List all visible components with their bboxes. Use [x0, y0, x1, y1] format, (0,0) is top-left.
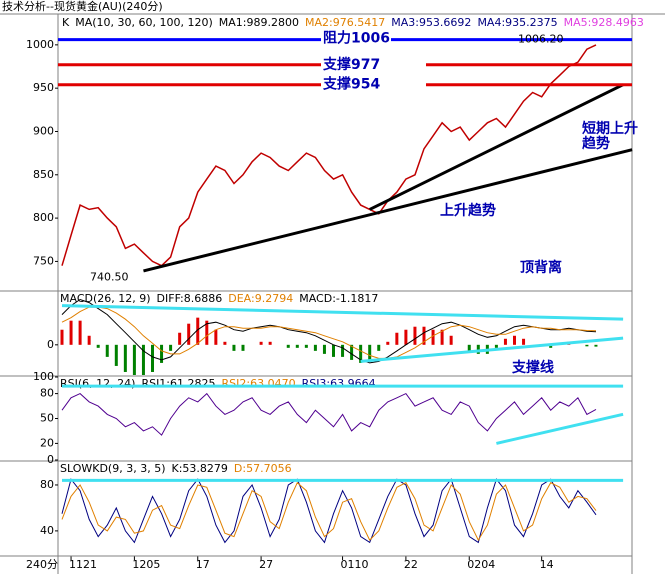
- panel-header: RSI(6, 12, 24): [60, 377, 135, 390]
- low-label: 740.50: [90, 271, 129, 284]
- trend-line: [496, 412, 624, 445]
- high-label: 1006.20: [518, 32, 564, 45]
- panel-header: K: [62, 16, 70, 29]
- window-title: 技术分析--现货黄金(AU)(240分): [2, 0, 163, 13]
- annotation: 短期上升: [582, 120, 638, 137]
- panel-header: MA2:976.5417: [305, 16, 385, 29]
- trend-line: [61, 304, 624, 321]
- panel-header: MA4:935.2375: [477, 16, 557, 29]
- panel-header: MACD(26, 12, 9): [60, 292, 151, 305]
- y-tick-label: 80: [40, 387, 54, 400]
- y-tick-label: 20: [40, 436, 54, 449]
- level-label: 支撑977: [322, 56, 380, 73]
- y-tick-label: 100: [33, 370, 54, 383]
- x-tick-label: 27: [259, 558, 273, 571]
- level-label: 支撑954: [322, 76, 380, 93]
- label-bg: [321, 31, 391, 48]
- y-tick-label: 800: [33, 211, 54, 224]
- panel-header: MA5:928.4963: [564, 16, 644, 29]
- panel-header: RSI1:61.2825: [141, 377, 215, 390]
- panel-header: DIFF:8.6886: [157, 292, 223, 305]
- annotation: 支撑线: [511, 359, 554, 376]
- y-tick-label: 40: [40, 524, 54, 537]
- trend-line: [143, 148, 633, 273]
- panel-header: MA(10, 30, 60, 100, 120): [75, 16, 213, 29]
- y-tick-label: 50: [40, 412, 54, 425]
- panel-header: D:57.7056: [234, 462, 292, 475]
- y-tick-label: 1000: [26, 38, 54, 51]
- y-tick-label: 80: [40, 478, 54, 491]
- panel-header: MACD:-1.1817: [299, 292, 378, 305]
- y-tick-label: 950: [33, 81, 54, 94]
- label-bg: [321, 56, 426, 73]
- x-tick-label: 22: [404, 558, 418, 571]
- x-tick-label: 0110: [341, 558, 369, 571]
- panel-header: K:53.8279: [172, 462, 228, 475]
- x-tick-label: 17: [196, 558, 210, 571]
- x-tick-label: 1205: [132, 558, 160, 571]
- panel-header: DEA:9.2794: [228, 292, 293, 305]
- panel-header: MA3:953.6692: [391, 16, 471, 29]
- y-tick-label: 850: [33, 168, 54, 181]
- x-tick-label: 1121: [69, 558, 97, 571]
- annotation: 顶背离: [520, 259, 562, 276]
- y-tick-label: 0: [47, 338, 54, 351]
- x-tick-label: 0204: [467, 558, 495, 571]
- series-line: [61, 481, 597, 542]
- panel-header: RSI2:63.0470: [222, 377, 296, 390]
- corner-label: 240分: [26, 558, 58, 571]
- series-line: [61, 306, 597, 359]
- annotation: 上升趋势: [440, 202, 496, 219]
- x-tick-label: 14: [540, 558, 554, 571]
- series-line: [61, 478, 597, 544]
- trend-line: [360, 336, 624, 363]
- level-label: 阻力1006: [323, 30, 390, 47]
- series-line: [61, 392, 597, 436]
- trend-line: [369, 83, 624, 211]
- panel-header: MA1:989.2800: [219, 16, 299, 29]
- label-bg: [321, 76, 426, 93]
- panel-header: RSI3:63.9664: [302, 377, 376, 390]
- annotation: 趋势: [582, 135, 610, 152]
- series-line: [61, 298, 597, 364]
- series-line: [61, 44, 597, 267]
- y-tick-label: 0: [47, 453, 54, 466]
- y-tick-label: 750: [33, 254, 54, 267]
- y-tick-label: 900: [33, 124, 54, 137]
- panel-header: SLOWKD(9, 3, 3, 5): [60, 462, 166, 475]
